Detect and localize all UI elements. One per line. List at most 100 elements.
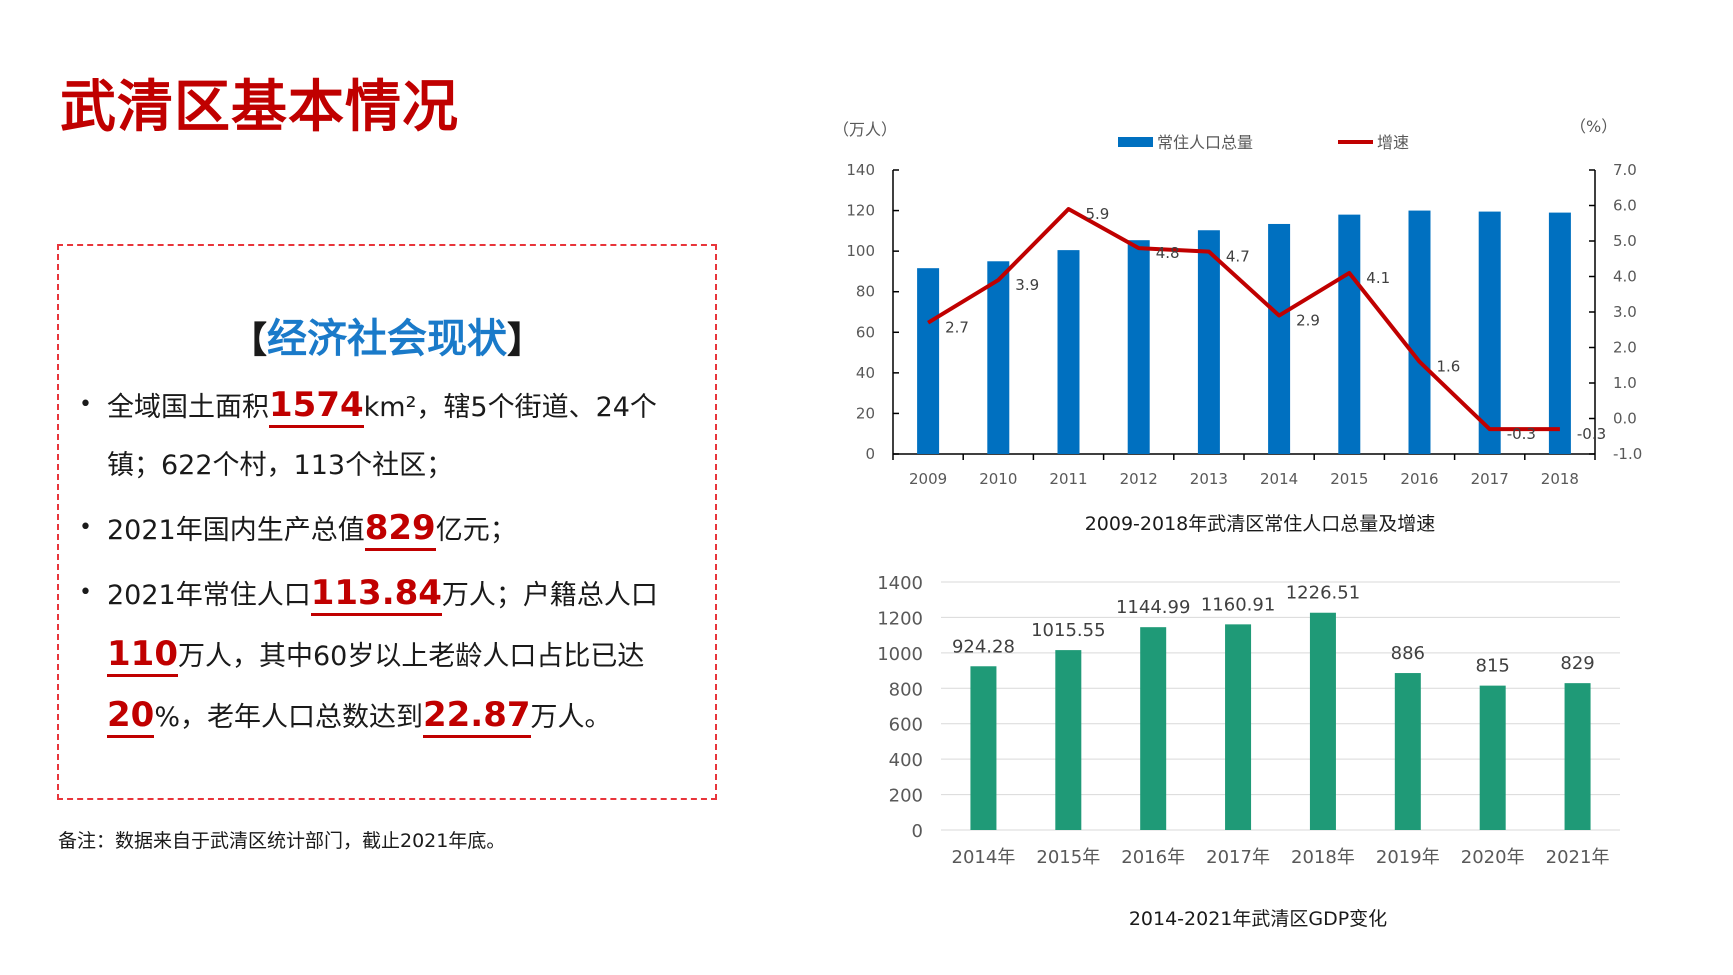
info-box-heading: 【经济社会现状】 (59, 306, 715, 364)
growth-data-label: 4.1 (1366, 269, 1390, 287)
x-tick-label: 2018年 (1291, 847, 1355, 868)
x-tick-label: 2017 (1471, 470, 1509, 488)
heading-text: 经济社会现状 (267, 316, 507, 362)
left-bracket: 【 (230, 320, 267, 361)
growth-data-label: -0.3 (1577, 425, 1606, 443)
bullet-area: 全域国土面积1574km²，辖5个街道、24个镇；622个村，113个社区； (79, 376, 709, 495)
y-tick-label: 1000 (877, 644, 923, 665)
population-bar (917, 268, 940, 454)
population-bar (1057, 250, 1080, 454)
x-tick-label: 2015年 (1036, 847, 1100, 868)
bullet-list: 全域国土面积1574km²，辖5个街道、24个镇；622个村，113个社区； 2… (79, 376, 709, 751)
info-box: 【经济社会现状】 全域国土面积1574km²，辖5个街道、24个镇；622个村，… (57, 244, 717, 800)
highlight-elderly-total: 22.87 (422, 695, 531, 738)
left-axis-label: （万人） (833, 120, 897, 139)
legend-swatch-bar (1118, 137, 1153, 147)
y-tick-label: 1200 (877, 608, 923, 629)
gdp-bar (1394, 673, 1421, 830)
bullet-text: 亿元； (435, 515, 517, 546)
bullet-gdp: 2021年国内生产总值829亿元； (79, 499, 709, 560)
x-tick-label: 2019年 (1376, 847, 1440, 868)
right-tick-label: 0.0 (1613, 410, 1637, 428)
growth-data-label: 4.7 (1226, 248, 1250, 266)
x-tick-label: 2012 (1120, 470, 1158, 488)
population-bar (1408, 210, 1431, 454)
gdp-bar (970, 666, 997, 830)
growth-data-label: 3.9 (1015, 276, 1039, 294)
y-tick-label: 600 (889, 715, 923, 736)
gdp-data-label: 815 (1476, 656, 1510, 677)
growth-data-label: 2.9 (1296, 312, 1320, 330)
highlight-elderly-ratio: 20 (107, 695, 155, 738)
y-tick-label: 400 (889, 750, 923, 771)
legend-label-bar: 常住人口总量 (1157, 133, 1253, 152)
x-tick-label: 2016年 (1121, 847, 1185, 868)
right-bracket: 】 (507, 320, 544, 361)
x-tick-label: 2013 (1190, 470, 1228, 488)
gdp-bar (1309, 612, 1336, 830)
population-bar (1268, 223, 1291, 454)
y-tick-label: 0 (912, 821, 923, 842)
gdp-data-label: 829 (1560, 653, 1594, 674)
gdp-data-label: 1226.51 (1286, 583, 1360, 604)
x-tick-label: 2018 (1541, 470, 1579, 488)
bullet-text: 万人；户籍总人口 (441, 580, 658, 611)
population-bar (987, 261, 1010, 454)
x-tick-label: 2017年 (1206, 847, 1270, 868)
right-tick-label: 4.0 (1613, 268, 1637, 286)
population-bar (1127, 240, 1150, 454)
highlight-household: 110 (107, 634, 178, 677)
bullet-text: 万人，其中60岁以上老龄人口占比已达 (177, 641, 645, 672)
legend-label-line: 增速 (1377, 133, 1409, 152)
right-tick-label: 2.0 (1613, 339, 1637, 357)
gdp-data-label: 886 (1391, 643, 1425, 664)
x-tick-label: 2015 (1330, 470, 1368, 488)
population-bar (1478, 211, 1501, 454)
gdp-data-label: 1015.55 (1031, 620, 1105, 641)
left-tick-label: 40 (856, 364, 875, 382)
left-tick-label: 80 (856, 283, 875, 301)
bullet-text: 万人。 (530, 702, 612, 733)
chart-title: 2009-2018年武清区常住人口总量及增速 (1085, 513, 1436, 535)
right-tick-label: 7.0 (1613, 161, 1637, 179)
population-bar (1197, 230, 1220, 454)
gdp-data-label: 1160.91 (1201, 594, 1275, 615)
bullet-text: %，老年人口总数达到 (154, 702, 423, 733)
left-tick-label: 120 (846, 202, 875, 220)
right-tick-label: 6.0 (1613, 197, 1637, 215)
population-bar (1548, 212, 1571, 454)
y-tick-label: 200 (889, 786, 923, 807)
chart-title: 2014-2021年武清区GDP变化 (1129, 908, 1387, 930)
left-tick-label: 100 (846, 242, 875, 260)
bullet-text: 2021年常住人口 (107, 580, 311, 611)
left-tick-label: 0 (865, 445, 875, 463)
x-tick-label: 2014 (1260, 470, 1298, 488)
x-tick-label: 2011 (1049, 470, 1087, 488)
highlight-population: 113.84 (310, 573, 442, 616)
highlight-gdp: 829 (364, 508, 436, 551)
gdp-chart: 0 200 400 600 800 1000 1200 1400 924.28 2014年 1015… (877, 573, 1620, 930)
growth-data-label: 2.7 (945, 319, 969, 337)
growth-data-label: 5.9 (1086, 205, 1110, 223)
growth-line (927, 207, 1560, 432)
left-tick-label: 60 (856, 323, 875, 341)
bullet-population: 2021年常住人口113.84万人；户籍总人口 110万人，其中60岁以上老龄人口… (79, 564, 709, 747)
right-axis-label: （%） (1570, 117, 1617, 136)
x-tick-label: 2021年 (1546, 847, 1610, 868)
growth-data-label: 1.6 (1437, 358, 1461, 376)
y-tick-label: 1400 (877, 573, 923, 594)
bullet-text: 全域国土面积 (107, 392, 269, 423)
gdp-data-label: 1144.99 (1116, 597, 1190, 618)
right-tick-label: 3.0 (1613, 303, 1637, 321)
gdp-bar (1479, 685, 1506, 830)
growth-data-label: -0.3 (1507, 425, 1536, 443)
gdp-data-label: 924.28 (952, 636, 1015, 657)
x-tick-label: 2014年 (952, 847, 1016, 868)
bullet-text: 2021年国内生产总值 (107, 515, 365, 546)
population-chart: 0 20 40 60 80 100 120 140 -1.0 0.0 1.0 2.0 3.0 4.0 5.0… (833, 117, 1642, 535)
gdp-bar (1055, 650, 1082, 830)
x-tick-label: 2016 (1400, 470, 1438, 488)
left-tick-label: 20 (856, 404, 875, 422)
gdp-bar (1225, 624, 1252, 830)
